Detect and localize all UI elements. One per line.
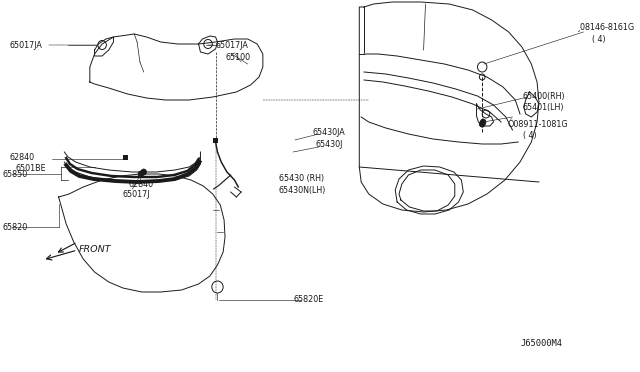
Text: ( 4): ( 4): [523, 131, 536, 140]
Text: 65017J: 65017J: [123, 189, 150, 199]
Text: 65820: 65820: [3, 222, 28, 231]
Text: 65430N(LH): 65430N(LH): [279, 186, 326, 195]
Text: J65000M4: J65000M4: [520, 340, 562, 349]
Text: 62840: 62840: [10, 153, 35, 161]
Bar: [124, 154, 128, 160]
Text: 65430JA: 65430JA: [312, 128, 345, 137]
Text: 65850: 65850: [3, 170, 28, 179]
Text: 65820E: 65820E: [293, 295, 323, 305]
Text: 65017JA: 65017JA: [216, 41, 248, 49]
Circle shape: [138, 171, 144, 177]
Text: ¸08146-8161G: ¸08146-8161G: [577, 22, 635, 32]
Text: 65100: 65100: [225, 52, 250, 61]
Text: ( 4): ( 4): [592, 35, 605, 44]
Text: 65430 (RH): 65430 (RH): [279, 173, 324, 183]
Text: 65401(LH): 65401(LH): [523, 103, 564, 112]
Text: FRONT: FRONT: [79, 246, 111, 254]
Circle shape: [479, 121, 485, 127]
Text: 62840: 62840: [129, 180, 154, 189]
Bar: [213, 138, 218, 142]
Text: Ô08911-1081G: Ô08911-1081G: [508, 119, 568, 128]
Text: 65400(RH): 65400(RH): [523, 92, 566, 100]
Bar: [141, 170, 146, 174]
Circle shape: [141, 169, 147, 175]
Text: 65017JA: 65017JA: [10, 41, 42, 49]
Circle shape: [480, 119, 486, 125]
Text: 65430J: 65430J: [316, 140, 343, 148]
Text: 6501BE: 6501BE: [15, 164, 45, 173]
